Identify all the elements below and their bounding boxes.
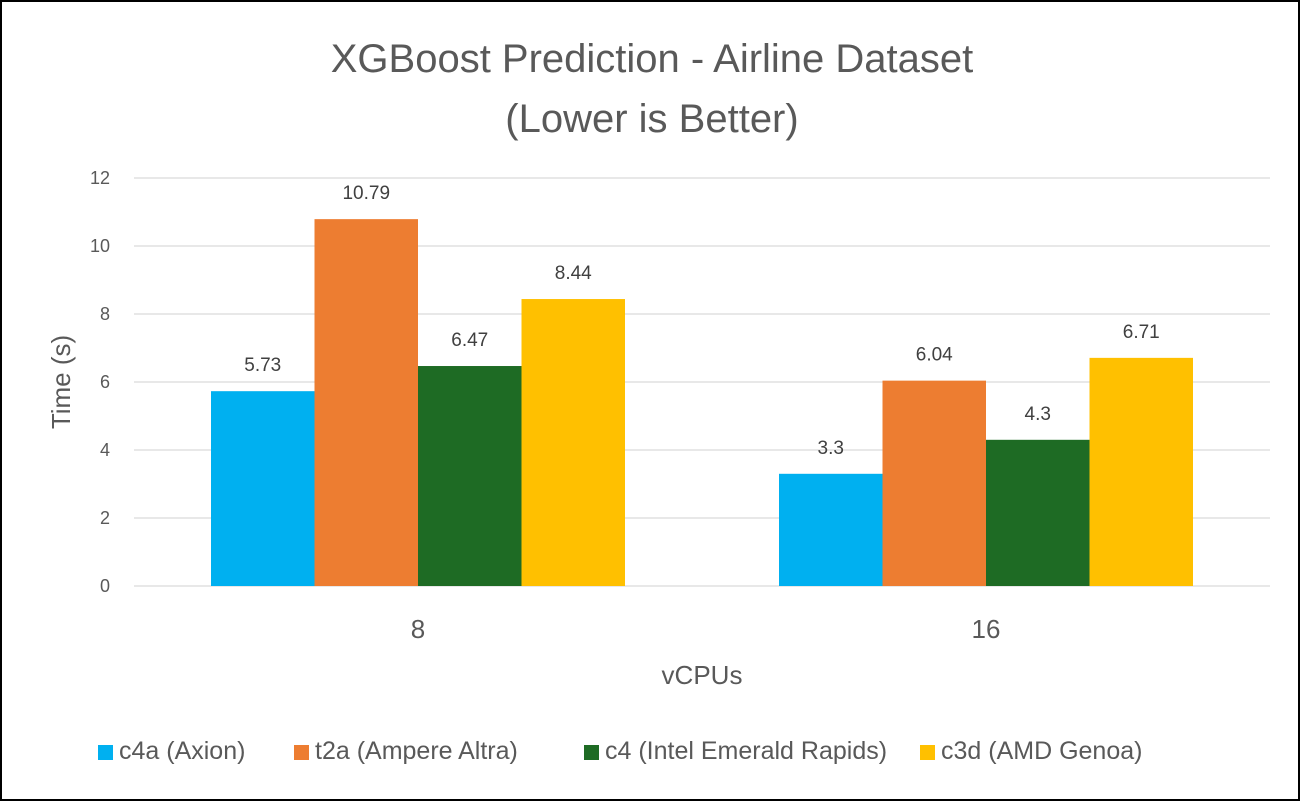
legend-label: c3d (AMD Genoa) xyxy=(941,737,1142,765)
data-label: 8.44 xyxy=(555,263,592,284)
x-axis-categories: 8 16 xyxy=(411,614,1001,644)
x-category-label: 8 xyxy=(411,614,425,644)
data-label: 10.79 xyxy=(342,183,390,204)
y-axis-title: Time (s) xyxy=(46,335,76,429)
bar xyxy=(1089,357,1193,586)
legend-label: c4a (Axion) xyxy=(119,737,245,765)
data-label: 5.73 xyxy=(244,355,281,376)
y-tick-label: 8 xyxy=(100,304,110,324)
data-labels: 5.73 10.79 6.47 8.44 3.3 6.04 4.3 6.71 xyxy=(244,183,1159,459)
bar xyxy=(779,473,883,586)
x-axis-title: vCPUs xyxy=(662,660,743,690)
legend-label: t2a (Ampere Altra) xyxy=(315,737,518,765)
legend-swatch xyxy=(920,745,935,760)
data-label: 3.3 xyxy=(818,438,844,459)
bar xyxy=(418,366,522,586)
legend: c4a (Axion) t2a (Ampere Altra) c4 (Intel E… xyxy=(98,737,1142,765)
y-tick-label: 12 xyxy=(90,168,110,188)
bar xyxy=(314,219,418,586)
data-label: 6.04 xyxy=(916,345,953,366)
y-tick-label: 10 xyxy=(90,236,110,256)
legend-swatch xyxy=(294,745,309,760)
data-label: 6.47 xyxy=(451,330,488,351)
y-tick-label: 2 xyxy=(100,508,110,528)
data-label: 4.3 xyxy=(1025,404,1051,425)
chart-subtitle: (Lower is Better) xyxy=(505,97,798,141)
legend-swatch xyxy=(584,745,599,760)
y-tick-label: 0 xyxy=(100,576,110,596)
bar xyxy=(986,439,1090,586)
bar xyxy=(521,299,625,586)
legend-swatch xyxy=(98,745,113,760)
y-tick-label: 4 xyxy=(100,440,110,460)
bar xyxy=(211,391,315,586)
y-axis-ticks: 0 2 4 6 8 10 12 xyxy=(90,168,110,596)
bars xyxy=(211,219,1193,586)
legend-label: c4 (Intel Emerald Rapids) xyxy=(605,737,887,765)
chart-title: XGBoost Prediction - Airline Dataset xyxy=(331,37,974,81)
x-category-label: 16 xyxy=(972,614,1001,644)
y-tick-label: 6 xyxy=(100,372,110,392)
data-label: 6.71 xyxy=(1123,322,1160,343)
bar xyxy=(882,380,986,586)
